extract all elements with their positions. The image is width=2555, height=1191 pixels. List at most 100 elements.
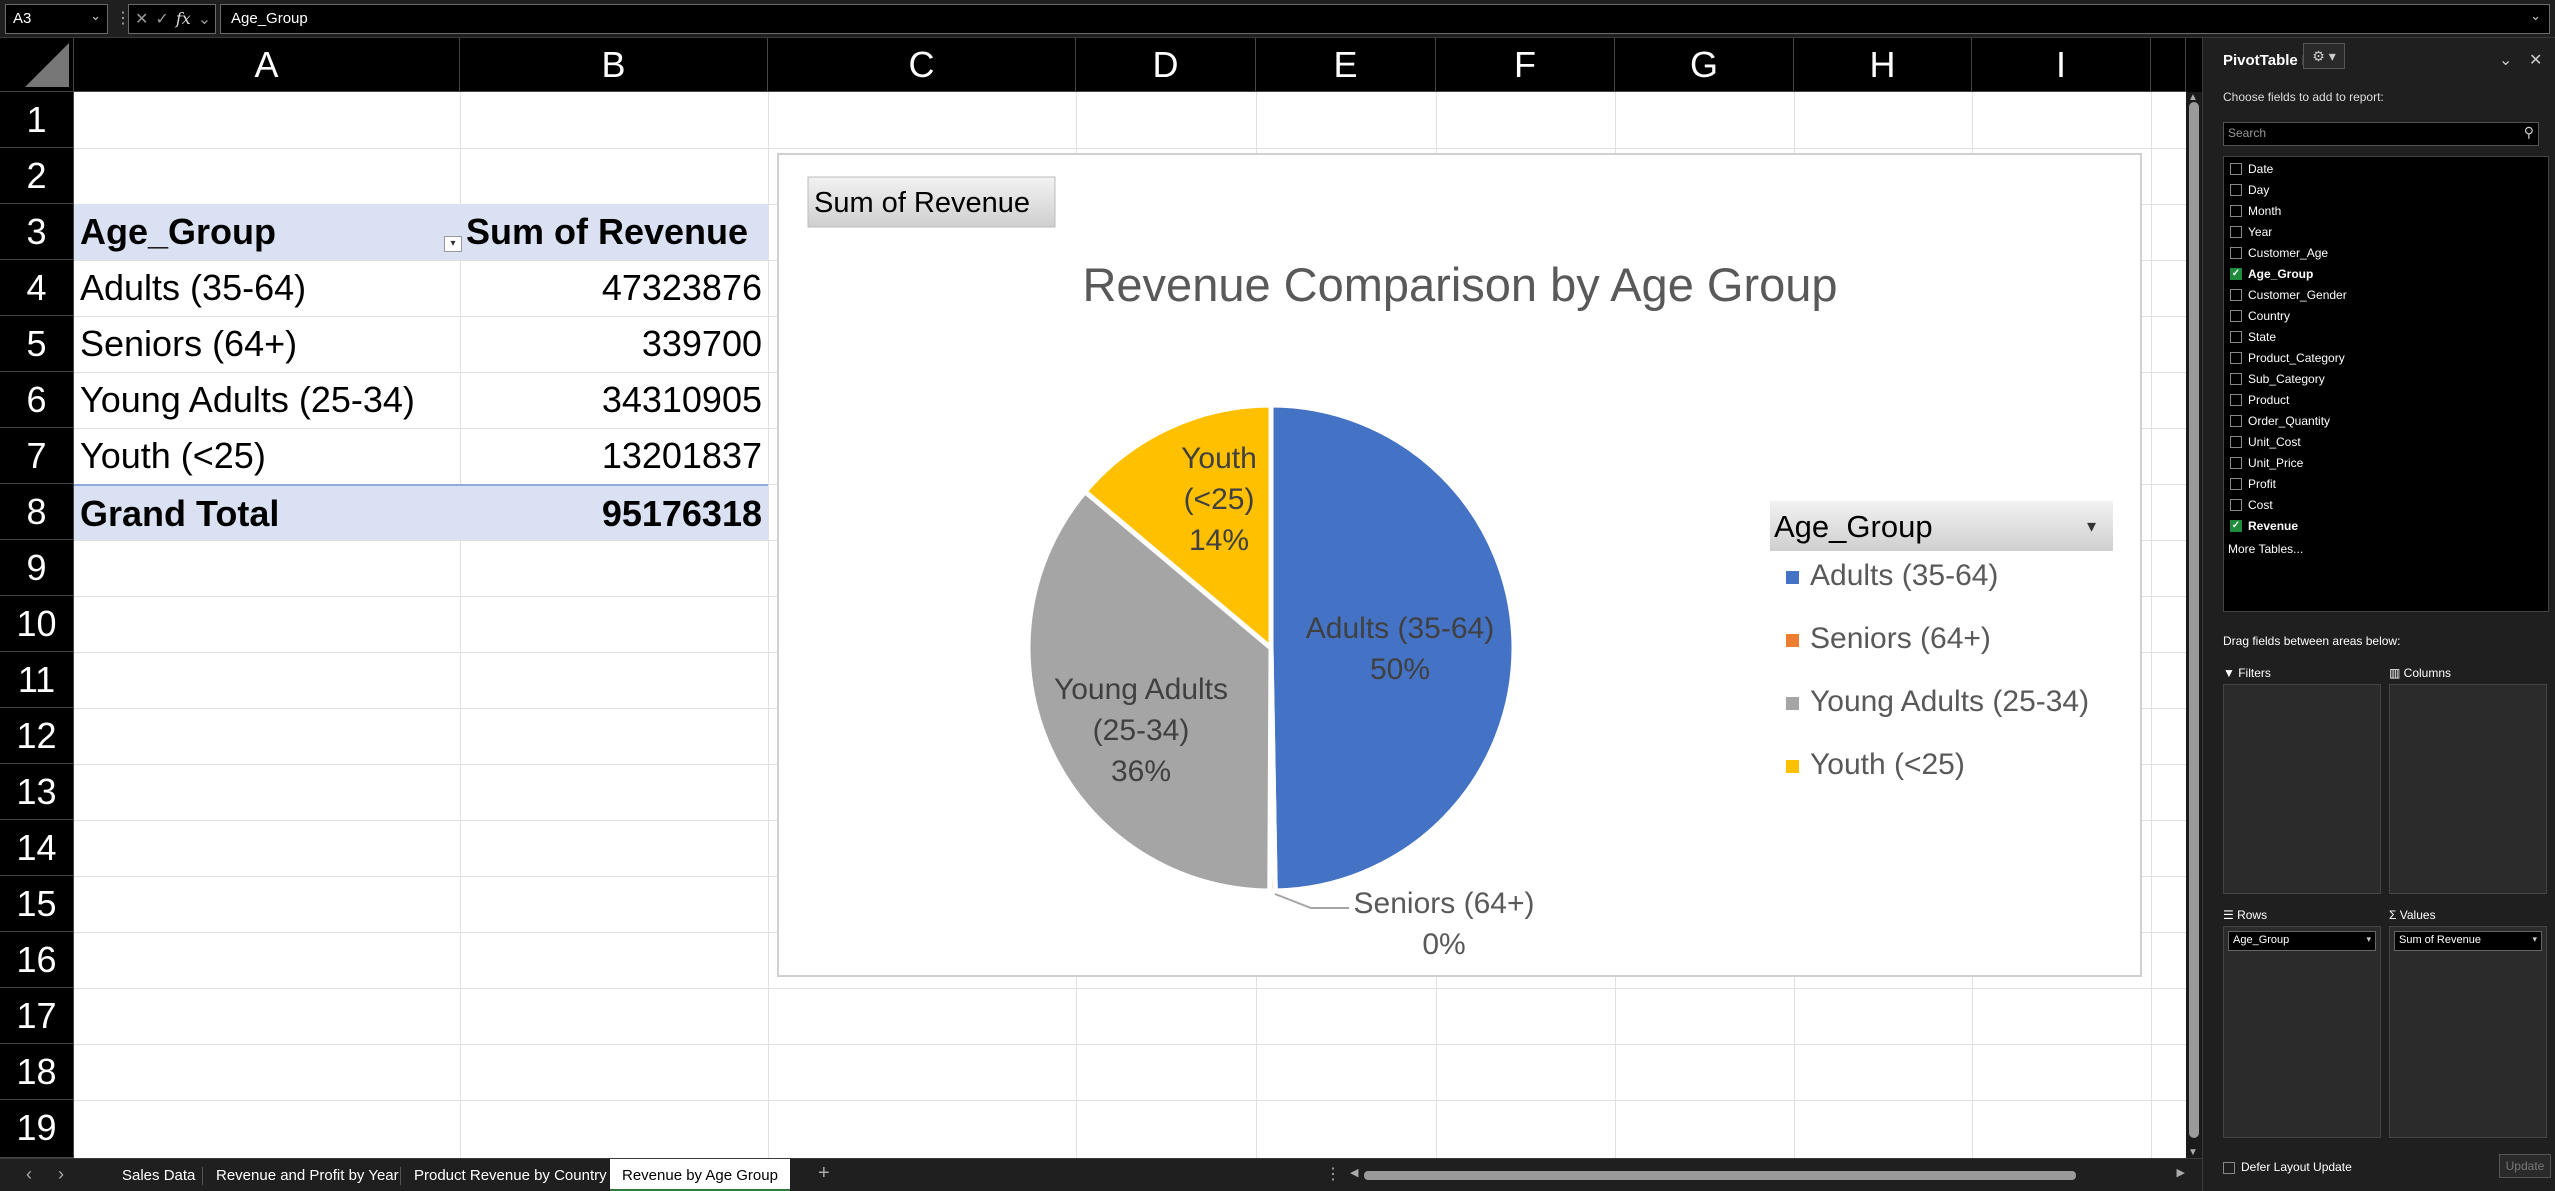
row-header[interactable]: 7	[0, 428, 74, 484]
column-header-i[interactable]: I	[1972, 38, 2151, 92]
pivot-row-label[interactable]: Seniors (64+)	[80, 323, 298, 364]
scroll-left-icon[interactable]: ◀	[1350, 1167, 1359, 1179]
grand-total-label[interactable]: Grand Total	[74, 484, 460, 540]
column-header-c[interactable]: C	[768, 38, 1076, 92]
scroll-up-icon[interactable]: ▲	[2188, 92, 2198, 103]
row-header[interactable]: 1	[0, 92, 74, 148]
field-item[interactable]: Order_Quantity	[2230, 411, 2330, 432]
field-item[interactable]: Day	[2230, 180, 2269, 201]
close-icon[interactable]: ✕	[2529, 52, 2543, 69]
more-tables-link[interactable]: More Tables...	[2228, 542, 2304, 556]
pie-chart[interactable]: Sum of Revenue Revenue Comparison by Age…	[777, 153, 2142, 977]
more-options-icon[interactable]: ⋮	[115, 10, 131, 27]
columns-drop-area[interactable]	[2389, 684, 2547, 894]
row-header[interactable]: 5	[0, 316, 74, 372]
pivot-row-value[interactable]: 47323876	[601, 267, 762, 308]
filter-dropdown-icon[interactable]: ▾	[444, 236, 462, 252]
enter-icon[interactable]: ✓	[155, 11, 169, 28]
checkbox[interactable]	[2230, 225, 2242, 238]
insert-function-icon[interactable]: fx	[175, 9, 191, 28]
chevron-down-icon[interactable]: ⌄	[90, 8, 101, 23]
column-header-f[interactable]: F	[1436, 38, 1615, 92]
checkbox[interactable]	[2230, 351, 2242, 364]
legend-entry[interactable]: Youth (<25)	[1810, 748, 1965, 781]
checkbox[interactable]	[2230, 414, 2242, 427]
select-all-button[interactable]	[0, 38, 74, 92]
column-header-e[interactable]: E	[1256, 38, 1436, 92]
values-field-chip[interactable]: Sum of Revenue ▾	[2394, 931, 2542, 951]
sheet-tab-sales-data[interactable]: Sales Data	[122, 1167, 196, 1184]
checkbox[interactable]	[2230, 288, 2242, 301]
field-item[interactable]: Cost	[2230, 495, 2273, 516]
pivot-row-value[interactable]: 13201837	[601, 435, 762, 476]
update-button[interactable]: Update	[2499, 1154, 2551, 1178]
prev-sheet-icon[interactable]: ‹	[26, 1164, 32, 1184]
rows-drop-area[interactable]: Age_Group ▾	[2223, 926, 2381, 1138]
column-header-h[interactable]: H	[1794, 38, 1972, 92]
more-options-icon[interactable]: ⋮	[1325, 1166, 1341, 1183]
rows-field-chip[interactable]: Age_Group ▾	[2228, 931, 2376, 951]
chevron-down-icon[interactable]: ▾	[2087, 516, 2096, 536]
row-header[interactable]: 6	[0, 372, 74, 428]
data-label[interactable]: Seniors (64+) 0%	[1354, 887, 1535, 961]
checkbox[interactable]	[2230, 393, 2242, 406]
pivot-row-value[interactable]: 339700	[641, 323, 762, 364]
checkbox[interactable]	[2230, 204, 2242, 217]
gear-icon[interactable]: ⚙ ▾	[2303, 43, 2345, 69]
row-header[interactable]: 8	[0, 484, 74, 540]
column-header-j[interactable]	[2151, 38, 2186, 92]
defer-layout-update[interactable]: Defer Layout Update	[2223, 1160, 2352, 1174]
row-header[interactable]: 18	[0, 1044, 74, 1100]
checkbox[interactable]	[2230, 330, 2242, 343]
field-item[interactable]: Country	[2230, 306, 2290, 327]
pivot-row-label[interactable]: Young Adults (25-34)	[80, 379, 415, 420]
pie-slice-adults-35-64[interactable]	[1268, 402, 1517, 894]
row-header[interactable]: 9	[0, 540, 74, 596]
row-header[interactable]: 10	[0, 596, 74, 652]
data-label[interactable]: Adults (35-64) 50%	[1306, 612, 1494, 686]
field-item[interactable]: State	[2230, 327, 2276, 348]
legend-entry[interactable]: Young Adults (25-34)	[1810, 685, 2089, 718]
row-header[interactable]: 14	[0, 820, 74, 876]
pivot-row-header-cell[interactable]: Age_Group	[74, 204, 460, 260]
row-header[interactable]: 12	[0, 708, 74, 764]
sheet-tab-revenue-profit-year[interactable]: Revenue and Profit by Year	[216, 1167, 399, 1184]
scroll-thumb[interactable]	[1364, 1171, 2076, 1180]
checkbox-checked[interactable]: ✓	[2230, 267, 2242, 280]
pie-slice-young-adults-25-34[interactable]	[1025, 488, 1274, 894]
field-item[interactable]: Customer_Age	[2230, 243, 2328, 264]
cancel-icon[interactable]: ✕	[135, 11, 149, 28]
chevron-down-icon[interactable]: ▾	[2532, 934, 2537, 944]
filters-drop-area[interactable]	[2223, 684, 2381, 894]
pivot-row-label[interactable]: Adults (35-64)	[80, 267, 307, 308]
values-drop-area[interactable]: Sum of Revenue ▾	[2389, 926, 2547, 1138]
field-search-input[interactable]: Search ⚲	[2223, 122, 2539, 146]
pie-slice-youth-25[interactable]	[1081, 402, 1274, 654]
search-icon[interactable]: ⚲	[2523, 124, 2534, 140]
field-item[interactable]: Date	[2230, 159, 2273, 180]
name-box[interactable]: A3 ⌄	[5, 4, 108, 34]
field-item[interactable]: Product	[2230, 390, 2289, 411]
vertical-scrollbar[interactable]: ▲ ▼	[2186, 92, 2202, 1158]
field-item[interactable]: Customer_Gender	[2230, 285, 2347, 306]
pivot-value-header-cell[interactable]: Sum of Revenue	[460, 204, 768, 260]
data-label[interactable]: Youth (<25) 14%	[1181, 442, 1257, 557]
scroll-thumb[interactable]	[2189, 102, 2199, 1138]
field-item[interactable]: Month	[2230, 201, 2281, 222]
row-header[interactable]: 15	[0, 876, 74, 932]
row-header[interactable]: 4	[0, 260, 74, 316]
pivot-row-label[interactable]: Youth (<25)	[80, 435, 266, 476]
checkbox[interactable]	[2230, 435, 2242, 448]
horizontal-scrollbar[interactable]: ◀ ▶	[1350, 1167, 2185, 1183]
checkbox[interactable]	[2230, 477, 2242, 490]
pivot-row-value[interactable]: 34310905	[601, 379, 762, 420]
field-item[interactable]: Profit	[2230, 474, 2276, 495]
column-header-g[interactable]: G	[1615, 38, 1794, 92]
scroll-down-icon[interactable]: ▼	[2188, 1147, 2198, 1158]
chevron-down-icon[interactable]: ⌄	[2499, 52, 2513, 69]
formula-input[interactable]: Age_Group ⌄	[220, 4, 2550, 34]
row-header[interactable]: 17	[0, 988, 74, 1044]
checkbox-checked[interactable]: ✓	[2230, 519, 2242, 532]
row-header[interactable]: 3	[0, 204, 74, 260]
legend-entry[interactable]: Adults (35-64)	[1810, 559, 1998, 592]
